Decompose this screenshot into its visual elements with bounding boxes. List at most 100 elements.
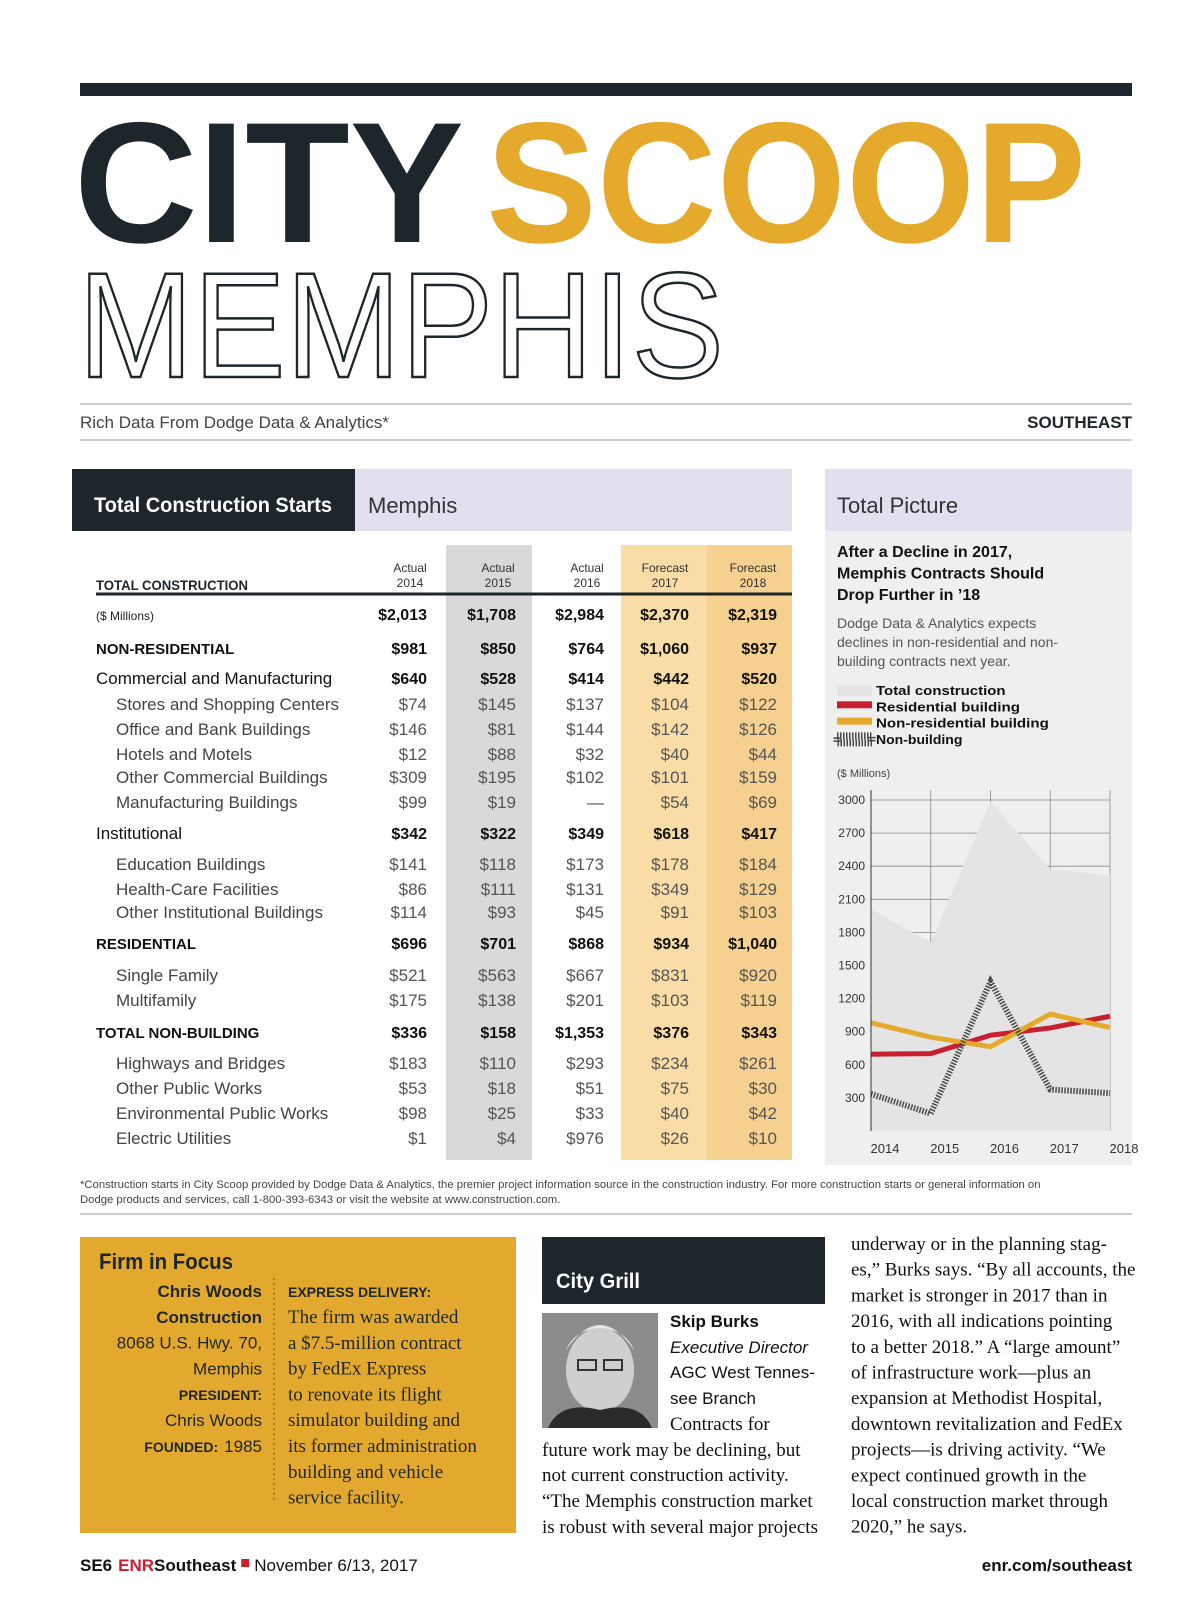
panel-description: Dodge Data & Analytics expects (837, 615, 1036, 631)
cell-value: $25 (488, 1104, 516, 1123)
footer-date: November 6/13, 2017 (254, 1556, 418, 1575)
cell-value: $119 (740, 991, 777, 1010)
portrait (542, 1313, 658, 1428)
grill-org: see Branch (670, 1389, 756, 1408)
y-tick-label: 300 (845, 1091, 865, 1105)
table-city-box (355, 469, 792, 531)
firm-story: a $7.5-million contract (288, 1333, 462, 1354)
cell-value: $69 (749, 793, 777, 812)
cell-value: $349 (568, 826, 604, 843)
cell-value: $99 (399, 793, 427, 812)
x-tick-label: 2015 (930, 1141, 959, 1156)
cell-value: $618 (653, 826, 689, 843)
cell-value: $1 (408, 1129, 427, 1148)
cell-value: $114 (390, 903, 427, 922)
cell-value: $2,370 (640, 607, 689, 624)
legend-label: Residential building (876, 699, 1020, 714)
table-heading: TOTAL CONSTRUCTION (96, 577, 248, 593)
cell-value: $184 (739, 855, 777, 874)
table-title: Total Construction Starts (94, 494, 332, 517)
footer-bullet (241, 1559, 250, 1567)
grill-role: Executive Director (670, 1338, 809, 1357)
y-tick-label: 1500 (838, 959, 865, 973)
y-tick-label: 2400 (838, 859, 865, 873)
cell-value: $1,040 (728, 936, 777, 953)
cell-value: $342 (391, 826, 427, 843)
footer-brand: ENR (118, 1556, 154, 1575)
row-label: Stores and Shopping Centers (116, 695, 339, 714)
cell-value: $183 (389, 1054, 427, 1073)
cell-value: $88 (488, 745, 516, 764)
cell-value: $831 (651, 966, 689, 985)
cell-value: $981 (391, 641, 427, 658)
cell-value: $93 (488, 903, 516, 922)
cell-value: $701 (480, 936, 516, 953)
grill-body: 2016, with all indications pointing (851, 1311, 1113, 1332)
grill-body: expansion at Methodist Hospital, (851, 1388, 1102, 1409)
y-tick-label: 1800 (838, 925, 865, 939)
legend-swatch (833, 732, 876, 747)
legend-label: Non-building (876, 732, 962, 747)
cell-value: $10 (749, 1129, 777, 1148)
panel-title-box (825, 469, 1132, 531)
grill-body: Contracts for (670, 1414, 770, 1435)
column-band (707, 545, 792, 1160)
row-label: Hotels and Motels (116, 745, 252, 764)
cell-value: $158 (480, 1025, 516, 1042)
column-band (621, 545, 707, 1160)
cell-value: $30 (749, 1079, 777, 1098)
row-label: Education Buildings (116, 855, 265, 874)
column-year: 2015 (485, 576, 512, 590)
cell-value: $376 (653, 1025, 689, 1042)
cell-value: $195 (478, 768, 516, 787)
legend-label: Total construction (876, 683, 1006, 698)
portrait-glasses (577, 1359, 597, 1371)
cell-value: $173 (566, 855, 604, 874)
grill-body: future work may be declining, but (542, 1440, 801, 1461)
row-label: Health-Care Facilities (116, 880, 279, 899)
column-band (446, 545, 532, 1160)
cell-value: $201 (566, 991, 604, 1010)
firm-box (80, 1237, 516, 1533)
cell-value: $1,353 (555, 1025, 604, 1042)
cell-value: $101 (651, 768, 689, 787)
cell-value: $141 (389, 855, 427, 874)
firm-story: its former administration (288, 1436, 477, 1457)
cell-value: $103 (739, 903, 777, 922)
column-year: 2014 (397, 576, 424, 590)
cell-value: $122 (739, 695, 777, 714)
cell-value: $12 (399, 745, 427, 764)
row-label: RESIDENTIAL (96, 936, 196, 953)
row-label: Manufacturing Buildings (116, 793, 297, 812)
cell-value: $110 (479, 1054, 516, 1073)
cell-value: $103 (651, 991, 689, 1010)
cell-value: $137 (566, 695, 604, 714)
cell-value: $86 (399, 880, 427, 899)
row-label: Multifamily (116, 991, 197, 1010)
cell-value: $32 (576, 745, 604, 764)
cell-value: $144 (566, 720, 604, 739)
column-status: Forecast (642, 561, 689, 575)
x-tick-label: 2018 (1110, 1141, 1139, 1156)
cell-value: $563 (478, 966, 516, 985)
row-label: NON-RESIDENTIAL (96, 641, 234, 658)
cell-value: $178 (651, 855, 689, 874)
grill-title: City Grill (556, 1270, 640, 1293)
line (870, 1011, 1111, 1050)
top-bar (80, 83, 1132, 96)
cell-value: $343 (741, 1025, 777, 1042)
firm-address: Memphis (193, 1359, 262, 1378)
y-tick-label: 1200 (838, 992, 865, 1006)
cell-value: $45 (576, 903, 604, 922)
grill-body: of infrastructure work—plus an (851, 1363, 1092, 1384)
firm-founded-line: FOUNDED: 1985 (144, 1437, 262, 1456)
cell-value: $868 (568, 936, 604, 953)
firm-story: by FedEx Express (288, 1359, 426, 1380)
cell-value: — (587, 793, 604, 812)
grill-body: downtown revitalization and FedEx (851, 1414, 1123, 1435)
cell-value: $98 (399, 1104, 427, 1123)
y-tick-label: 900 (845, 1025, 865, 1039)
row-label: Other Institutional Buildings (116, 903, 323, 922)
cell-value: $850 (480, 641, 516, 658)
